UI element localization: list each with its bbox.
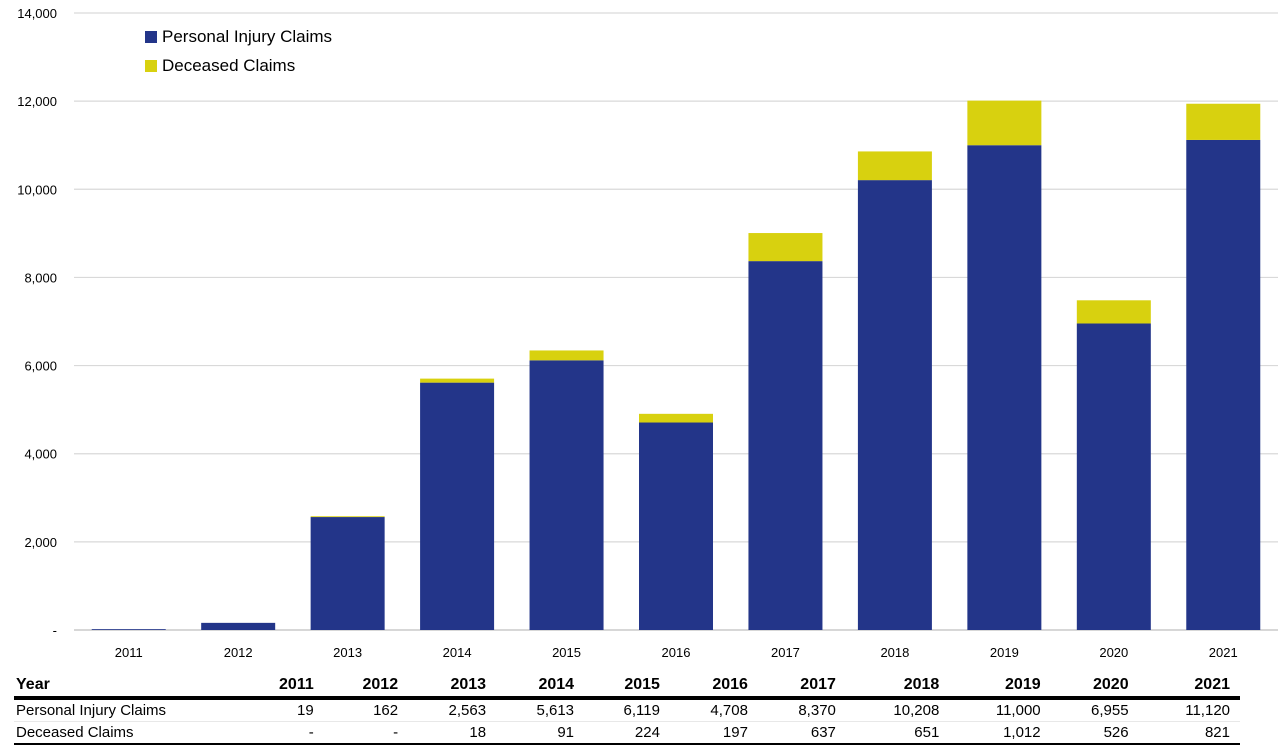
bar-deceased-claims: [420, 378, 495, 383]
table-year: 2020: [1050, 674, 1139, 700]
bar-personal-injury-claims: [1186, 139, 1261, 630]
table-header-label: Year: [14, 674, 241, 700]
data-table: Year 2011 2012 2013 2014 2015 2016 2017 …: [14, 674, 1240, 745]
y-tick-label: 4,000: [24, 447, 57, 462]
y-tick-label: 12,000: [17, 94, 57, 109]
x-tick-label: 2015: [552, 645, 581, 660]
x-tick-label: 2018: [880, 645, 909, 660]
legend-item-personal-injury: Personal Injury Claims: [145, 22, 332, 51]
y-tick-label: 10,000: [17, 182, 57, 197]
bar-deceased-claims: [310, 516, 385, 518]
table-cell: 1,012: [949, 721, 1051, 745]
bars: [91, 100, 1261, 631]
bar-personal-injury-claims: [529, 360, 604, 630]
y-tick-label: 6,000: [24, 359, 57, 374]
bar-personal-injury-claims: [310, 517, 385, 630]
x-tick-label: 2019: [990, 645, 1019, 660]
x-axis: 2011 2012 2013 2014 2015 2016 2017 2018 2019 2020…: [115, 645, 1238, 660]
bar-deceased-claims: [857, 151, 932, 181]
x-tick-label: 2013: [333, 645, 362, 660]
legend-swatch: [145, 30, 157, 43]
x-tick-label: 2020: [1099, 645, 1128, 660]
bar-personal-injury-claims: [201, 622, 276, 630]
table-row-label: Deceased Claims: [14, 721, 241, 745]
table-year: 2019: [949, 674, 1051, 700]
y-tick-label: 2,000: [24, 535, 57, 550]
table-cell: 6,955: [1050, 698, 1139, 722]
y-tick-label: 8,000: [24, 270, 57, 285]
legend: Personal Injury Claims Deceased Claims: [145, 22, 332, 80]
bar-deceased-claims: [1076, 300, 1151, 324]
table-cell: 637: [757, 721, 846, 745]
table-year: 2018: [845, 674, 950, 700]
bar-deceased-claims: [639, 413, 713, 423]
table-cell: -: [241, 721, 324, 745]
legend-item-deceased: Deceased Claims: [145, 51, 332, 80]
x-tick-label: 2016: [662, 645, 691, 660]
bar-deceased-claims: [967, 100, 1042, 146]
table-row: Personal Injury Claims 19 162 2,563 5,61…: [14, 698, 1240, 722]
bar-deceased-claims: [529, 350, 604, 361]
stacked-bar-chart: -2,0004,0006,0008,00010,00012,00014,000 …: [17, 6, 1278, 660]
table-cell: -: [323, 721, 409, 745]
y-tick-label: 14,000: [17, 6, 57, 21]
table-year: 2012: [323, 674, 409, 700]
table-cell: 526: [1050, 721, 1139, 745]
table-year: 2016: [669, 674, 758, 700]
table-cell: 91: [496, 721, 585, 745]
table-cell: 2,563: [408, 698, 497, 722]
table-year: 2011: [241, 674, 324, 700]
table-cell: 4,708: [669, 698, 758, 722]
table-year: 2013: [408, 674, 497, 700]
table-cell: 6,119: [584, 698, 670, 722]
bar-personal-injury-claims: [748, 261, 823, 630]
bar-personal-injury-claims: [420, 382, 495, 630]
table-cell: 11,000: [949, 698, 1051, 722]
table-year: 2021: [1138, 674, 1240, 700]
table-year: 2014: [496, 674, 585, 700]
table-cell: 11,120: [1138, 698, 1240, 722]
table-year: 2015: [584, 674, 670, 700]
y-tick-label: -: [53, 623, 57, 638]
legend-label: Personal Injury Claims: [162, 26, 333, 46]
table-cell: 5,613: [496, 698, 585, 722]
table-cell: 8,370: [757, 698, 846, 722]
x-tick-label: 2012: [224, 645, 253, 660]
table-cell: 197: [669, 721, 758, 745]
legend-swatch: [145, 59, 157, 72]
table-cell: 162: [323, 698, 409, 722]
bar-personal-injury-claims: [639, 422, 713, 630]
table-year: 2017: [757, 674, 846, 700]
bar-personal-injury-claims: [967, 145, 1042, 630]
x-tick-label: 2014: [443, 645, 472, 660]
legend-label: Deceased Claims: [162, 55, 296, 75]
y-axis: - 2,000 4,000 6,000 8,000 10,000 12,000 14,000: [17, 6, 57, 638]
table-header-row: Year 2011 2012 2013 2014 2015 2016 2017 …: [14, 674, 1240, 700]
bar-personal-injury-claims: [857, 180, 932, 631]
x-tick-label: 2011: [115, 645, 143, 660]
bar-personal-injury-claims: [91, 629, 166, 630]
table-row: Deceased Claims - - 18 91 224 197 637 65…: [14, 721, 1240, 745]
table-cell: 10,208: [845, 698, 950, 722]
table-cell: 19: [241, 698, 324, 722]
table-cell: 821: [1138, 721, 1240, 745]
x-tick-label: 2017: [771, 645, 800, 660]
table-cell: 18: [408, 721, 497, 745]
table-cell: 651: [845, 721, 950, 745]
bar-deceased-claims: [748, 233, 823, 262]
table-cell: 224: [584, 721, 670, 745]
bar-deceased-claims: [1186, 103, 1261, 140]
x-tick-label: 2021: [1209, 645, 1238, 660]
table-row-label: Personal Injury Claims: [14, 698, 241, 722]
bar-personal-injury-claims: [1076, 323, 1151, 630]
